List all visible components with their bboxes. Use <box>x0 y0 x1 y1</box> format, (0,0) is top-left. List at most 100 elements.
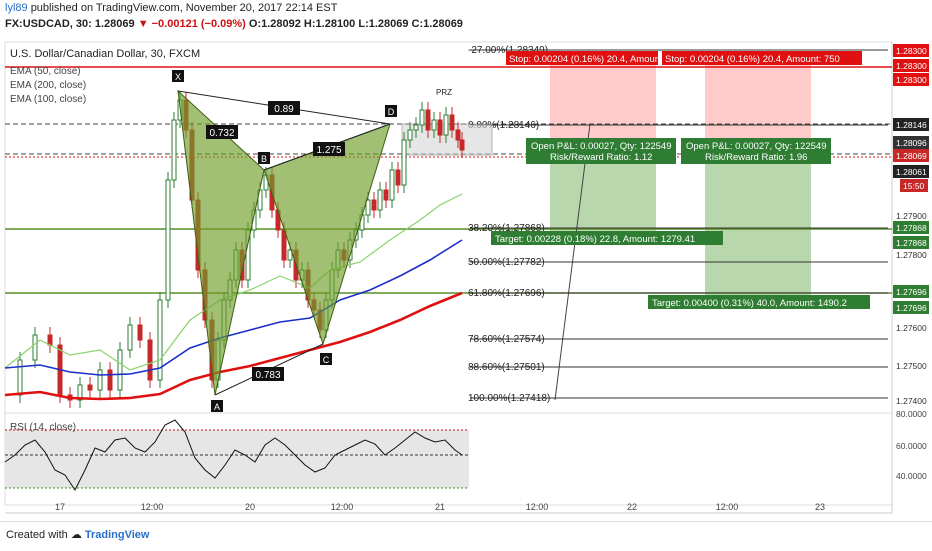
candle-body <box>389 169 395 201</box>
candle-body <box>47 334 53 346</box>
price-tick: 1.28146 <box>896 120 927 130</box>
candle-body <box>87 384 93 391</box>
price-tag-bg <box>893 44 929 57</box>
price-tag-bg <box>893 73 929 86</box>
fib-level-label: 100.00%(1.27418) <box>468 393 550 404</box>
pnl-label-bg <box>681 138 831 164</box>
candle-body <box>157 299 163 381</box>
pnl-label: Open P&L: 0.00027, Qty: 122549 <box>686 141 827 152</box>
target-label: Target: 0.00228 (0.18%) 22.8, Amount: 12… <box>495 234 695 245</box>
price-tick: 1.27868 <box>896 223 927 233</box>
prz-label: PRZ <box>436 88 452 97</box>
candle-body <box>455 129 461 141</box>
price-tick: 1.27900 <box>896 211 927 221</box>
change-value: ▼ −0.00121 (−0.09%) <box>137 18 246 30</box>
price-tag-bg <box>893 118 929 131</box>
price-tag-bg <box>893 221 929 234</box>
candle-body <box>32 334 38 361</box>
target-label-bg <box>648 295 870 309</box>
ema50-line <box>4 193 463 371</box>
rr-label: Risk/Reward Ratio: 1.96 <box>705 152 807 163</box>
price-tag-bg <box>893 301 929 314</box>
price-tick: 1.28096 <box>896 138 927 148</box>
legend-text-1: EMA (50, close) <box>10 66 81 77</box>
candle-body <box>459 139 465 151</box>
price-tick-top: 1.28300 <box>896 61 927 71</box>
last-price: 1.28069 <box>94 18 135 30</box>
author-link[interactable]: lyl89 <box>5 2 28 14</box>
price-tag-bg <box>893 165 929 178</box>
price-tick: 1.27696 <box>896 287 927 297</box>
price-tick: 1.28069 <box>896 151 927 161</box>
pattern-point-D: D <box>388 107 395 117</box>
candle-body <box>449 114 455 131</box>
target-label: Target: 0.00400 (0.31%) 40.0, Amount: 14… <box>652 298 847 309</box>
price-tick: 1.27800 <box>896 250 927 260</box>
fib-level-label: -27.00%(1.28349) <box>468 45 548 56</box>
candle-body <box>431 119 437 131</box>
candle-body <box>443 114 449 136</box>
symbol-label: FX:USDCAD, 30 <box>5 18 89 30</box>
price-tick: 1.27696 <box>896 303 927 313</box>
price-chart[interactable]: -27.00%(1.28349) 0.00%(1.28146) 38.20%(1.2… <box>0 36 932 521</box>
rsi-tick: 60.0000 <box>896 441 927 451</box>
publish-info: lyl89 published on TradingView.com, Nove… <box>5 2 337 14</box>
price-tick: 1.27500 <box>896 361 927 371</box>
price-tick: 1.28061 <box>896 167 927 177</box>
rr-label: Risk/Reward Ratio: 1.12 <box>550 152 652 163</box>
rsi-tick: 40.0000 <box>896 471 927 481</box>
candle-body <box>77 384 83 401</box>
candle-body <box>365 199 371 216</box>
pattern-point-bg <box>320 353 332 365</box>
price-tick: 1.27600 <box>896 323 927 333</box>
price-tag-bg <box>893 59 929 72</box>
ohlc-values: O:1.28092 H:1.28100 L:1.28069 C:1.28069 <box>248 18 463 30</box>
time-tick: 21 <box>435 502 445 512</box>
ema200-line <box>4 291 463 401</box>
ohlc-readout: FX:USDCAD, 30: 1.28069 ▼ −0.00121 (−0.09… <box>5 18 463 30</box>
candle-body <box>413 124 419 131</box>
created-text: Created with <box>6 529 68 541</box>
rsi-line <box>4 419 463 491</box>
candle-body <box>377 189 383 211</box>
candle-body <box>17 359 23 396</box>
fib-level-label: 38.20%(1.27868) <box>468 223 545 234</box>
candle-body <box>287 249 293 261</box>
legend-text-3: EMA (100, close) <box>10 94 86 105</box>
ratio-bg <box>268 101 300 115</box>
fib-retracement[interactable]: -27.00%(1.28349) 0.00%(1.28146) 38.20%(1.2… <box>468 45 888 404</box>
candle-body <box>107 369 113 391</box>
pattern-point-bg <box>258 152 270 164</box>
fib-level-label: 78.60%(1.27574) <box>468 334 545 345</box>
fib-level-label: 0.00%(1.28146) <box>468 120 539 131</box>
bottom-bar <box>0 521 932 551</box>
price-tag-bg <box>893 136 929 149</box>
candle-body <box>97 369 103 391</box>
candle-body <box>437 119 443 136</box>
candle-body <box>425 109 431 131</box>
fib-level-label: 61.80%(1.27696) <box>468 288 545 299</box>
candle-body <box>171 119 177 181</box>
candle-body <box>165 179 171 301</box>
stop-label: Stop: 0.00204 (0.16%) 20.4, Amount: 750 <box>509 54 684 65</box>
legend-text-2: EMA (200, close) <box>10 80 86 91</box>
pattern-point-bg <box>211 400 223 412</box>
harmonic-pattern[interactable] <box>177 89 391 396</box>
ratio-bg <box>206 125 238 139</box>
clock-bg <box>900 179 928 192</box>
pattern-point-A: A <box>214 402 220 412</box>
tradingview-logo-icon: ☁ <box>70 529 82 541</box>
time-tick: 23 <box>815 502 825 512</box>
time-tick: 12:00 <box>716 502 739 512</box>
publish-text: published on TradingView.com, November 2… <box>30 2 338 14</box>
target-label-bg <box>491 231 723 245</box>
time-tick: 20 <box>245 502 255 512</box>
ratio-label: 0.732 <box>209 128 234 139</box>
pattern-point-bg <box>385 105 397 117</box>
price-tick: 1.27868 <box>896 238 927 248</box>
price-tag-bg <box>893 285 929 298</box>
footer-credit: Created with ☁ TradingView <box>6 528 149 541</box>
stop-zone-1 <box>550 58 656 139</box>
rsi-tick: 80.0000 <box>896 409 927 419</box>
tradingview-brand[interactable]: TradingView <box>84 529 150 541</box>
